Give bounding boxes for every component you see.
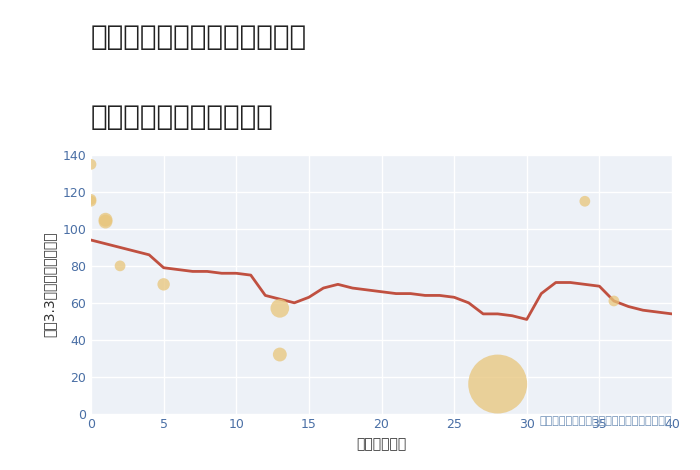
Point — [114, 262, 126, 270]
Point — [580, 197, 591, 205]
Text: 円の大きさは、取引のあった物件面積を示す: 円の大きさは、取引のあった物件面積を示す — [540, 416, 672, 426]
Point — [274, 351, 286, 358]
Text: 愛知県名古屋市北区三軒町の: 愛知県名古屋市北区三軒町の — [91, 24, 307, 52]
X-axis label: 築年数（年）: 築年数（年） — [356, 437, 407, 451]
Text: 築年数別中古戸建て価格: 築年数別中古戸建て価格 — [91, 103, 274, 132]
Point — [100, 218, 111, 225]
Point — [492, 380, 503, 388]
Point — [85, 161, 97, 168]
Point — [85, 197, 97, 205]
Point — [608, 297, 620, 305]
Point — [274, 305, 286, 312]
Point — [85, 196, 97, 203]
Y-axis label: 坪（3.3㎡）単価（万円）: 坪（3.3㎡）単価（万円） — [43, 232, 57, 337]
Point — [158, 281, 169, 288]
Point — [100, 216, 111, 223]
